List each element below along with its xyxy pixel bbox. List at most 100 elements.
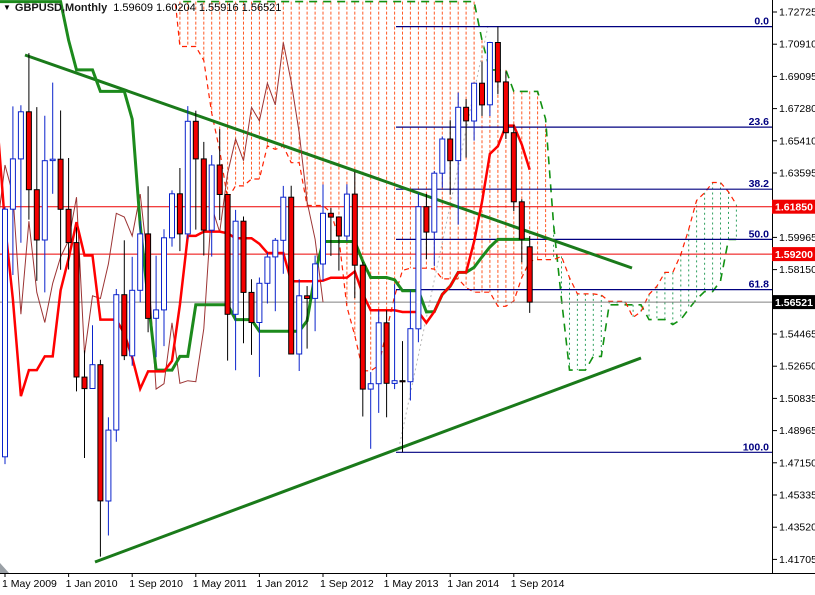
candle-body bbox=[89, 364, 96, 390]
price-tag-current: 1.56521 bbox=[772, 295, 815, 310]
candle-body bbox=[153, 309, 160, 319]
candle-body bbox=[161, 237, 167, 311]
candle-body bbox=[335, 216, 342, 237]
symbol-dropdown-icon[interactable]: ▼ bbox=[3, 3, 11, 12]
price-tag-label: 1.61850 bbox=[775, 202, 813, 214]
chart-header: ▼ GBPUSD,Monthly 1.59609 1.60204 1.55916 1… bbox=[3, 2, 281, 14]
candle-body bbox=[184, 120, 191, 235]
price-axis-label: 1.47150 bbox=[779, 457, 815, 469]
price-axis-label: 1.48965 bbox=[779, 425, 815, 437]
candle-body bbox=[375, 322, 382, 385]
candle-body bbox=[169, 193, 175, 239]
fibonacci-retracement[interactable] bbox=[396, 25, 772, 453]
fib-level-label: 50.0 bbox=[749, 228, 770, 240]
candle-body bbox=[415, 206, 422, 330]
time-axis-label: 1 Jan 2014 bbox=[447, 578, 499, 590]
price-axis-label: 1.67280 bbox=[779, 103, 815, 115]
candle-body bbox=[224, 194, 231, 315]
time-axis-label: 1 Jan 2012 bbox=[256, 578, 308, 590]
candle-body bbox=[343, 193, 350, 237]
candle-body bbox=[296, 295, 303, 355]
kumo-cloud bbox=[179, 1, 737, 371]
price-axis-label: 1.50835 bbox=[779, 393, 815, 405]
fib-level-label: 38.2 bbox=[749, 178, 770, 190]
candle-body bbox=[97, 364, 104, 502]
candle-body bbox=[423, 206, 430, 233]
candle-body bbox=[17, 111, 24, 160]
time-axis-label: 1 May 2013 bbox=[384, 578, 439, 590]
price-axis-label: 1.45335 bbox=[779, 490, 815, 502]
price-axis-label: 1.65410 bbox=[779, 135, 815, 147]
candle-body bbox=[359, 264, 366, 390]
candle-body bbox=[288, 196, 295, 355]
candle-body bbox=[439, 138, 446, 174]
candle-body bbox=[9, 158, 16, 210]
candle-body bbox=[431, 172, 438, 233]
candle-body bbox=[367, 383, 374, 390]
candle-body bbox=[407, 328, 414, 383]
time-axis-label: 1 Jan 2010 bbox=[66, 578, 118, 590]
candle-body bbox=[57, 158, 64, 210]
senkou-span-a-line bbox=[174, 0, 737, 372]
candle-body bbox=[192, 120, 199, 160]
fib-level-label: 61.8 bbox=[749, 279, 770, 291]
candle-body bbox=[33, 189, 40, 241]
fib-level-label: 23.6 bbox=[749, 116, 770, 128]
candle-body bbox=[73, 242, 80, 378]
candle-body bbox=[312, 263, 319, 299]
candle-body bbox=[137, 233, 144, 291]
candle-body bbox=[320, 212, 326, 265]
price-tag-alert: 1.61850 bbox=[772, 199, 815, 214]
candle-body bbox=[129, 289, 136, 357]
candle-body bbox=[526, 246, 533, 303]
candle-body bbox=[256, 282, 263, 323]
price-tag-alert: 1.59200 bbox=[772, 247, 815, 262]
candle-body bbox=[391, 380, 398, 384]
candle-body bbox=[248, 291, 255, 323]
trendline-descending-resistance[interactable] bbox=[24, 53, 633, 270]
price-axis-label: 1.58150 bbox=[779, 264, 815, 276]
candle-body bbox=[479, 82, 485, 106]
candle-body bbox=[176, 193, 183, 235]
price-axis-label: 1.72725 bbox=[779, 7, 815, 19]
fib-level-label: 0.0 bbox=[754, 16, 769, 28]
time-axis-label: 1 Sep 2010 bbox=[129, 578, 183, 590]
candle-body bbox=[2, 208, 8, 458]
tenkan-sen-line bbox=[0, 124, 531, 397]
price-tag-label: 1.56521 bbox=[775, 297, 813, 309]
candle-body bbox=[502, 81, 509, 134]
price-axis-label: 1.59965 bbox=[779, 232, 815, 244]
candle-body bbox=[463, 106, 470, 122]
price-axis-label: 1.69095 bbox=[779, 71, 815, 83]
symbol-period-label: GBPUSD,Monthly bbox=[14, 2, 108, 14]
candle-body bbox=[25, 111, 32, 191]
candle-body bbox=[471, 82, 478, 122]
candle-body bbox=[351, 193, 358, 266]
candle-body bbox=[105, 429, 112, 502]
price-axis-label: 1.52650 bbox=[779, 361, 815, 373]
candle-body bbox=[41, 160, 48, 241]
candle-body bbox=[494, 42, 501, 83]
time-axis-label: 1 May 2009 bbox=[2, 578, 57, 590]
candle-body bbox=[232, 220, 239, 315]
candle-body bbox=[240, 220, 247, 293]
time-axis-label: 1 May 2011 bbox=[193, 578, 247, 590]
price-axis-label: 1.63595 bbox=[779, 168, 815, 180]
candle-body bbox=[272, 239, 279, 258]
candle-body bbox=[280, 196, 287, 241]
plot-area[interactable] bbox=[0, 0, 772, 595]
senkou-span-b-line bbox=[178, 0, 737, 371]
candle-body bbox=[383, 322, 390, 384]
candle-body bbox=[49, 158, 56, 162]
candle-body bbox=[447, 138, 454, 162]
trendline-ascending-support[interactable] bbox=[94, 356, 642, 564]
candle-body bbox=[145, 233, 152, 319]
candle-body bbox=[81, 376, 88, 390]
candle-body bbox=[327, 212, 334, 218]
time-axis-label: 1 Sep 2012 bbox=[320, 578, 374, 590]
price-axis-label: 1.70910 bbox=[779, 39, 815, 51]
candle-body bbox=[121, 294, 128, 357]
price-axis-label: 1.41705 bbox=[779, 554, 815, 566]
